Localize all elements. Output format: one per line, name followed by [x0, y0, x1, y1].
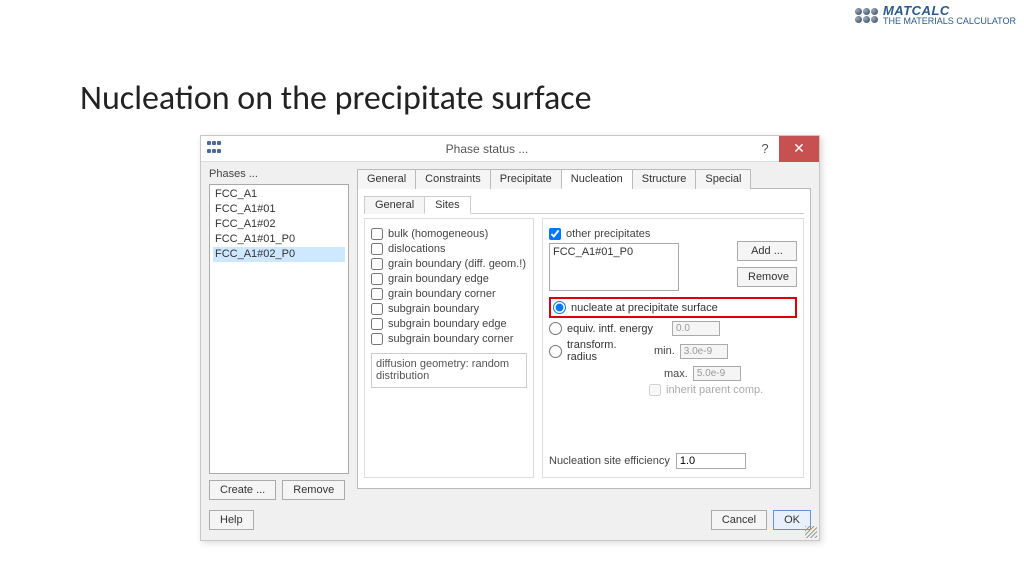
resize-grip-icon[interactable]	[805, 526, 817, 538]
phases-listbox[interactable]: FCC_A1 FCC_A1#01 FCC_A1#02 FCC_A1#01_P0 …	[209, 184, 349, 474]
list-item[interactable]: FCC_A1#01_P0	[213, 232, 345, 247]
titlebar[interactable]: Phase status ... ? ✕	[201, 136, 819, 162]
sub-tabs: General Sites	[364, 195, 804, 214]
close-icon[interactable]: ✕	[779, 136, 819, 162]
app-icon	[207, 141, 223, 157]
list-item[interactable]: FCC_A1#01	[213, 202, 345, 217]
chk-other-precipitates[interactable]: other precipitates	[549, 228, 797, 240]
chk-gb[interactable]: grain boundary (diff. geom.!)	[371, 258, 527, 270]
add-button[interactable]: Add ...	[737, 241, 797, 261]
logo-icon	[855, 7, 879, 23]
max-radius-input[interactable]	[693, 366, 741, 381]
sites-checklist: bulk (homogeneous) dislocations grain bo…	[364, 218, 534, 478]
radio-equiv-energy[interactable]: equiv. intf. energy	[549, 321, 797, 336]
efficiency-label: Nucleation site efficiency	[549, 455, 670, 467]
list-item[interactable]: FCC_A1#02	[213, 217, 345, 232]
chk-gb-edge[interactable]: grain boundary edge	[371, 273, 527, 285]
tab-special[interactable]: Special	[695, 169, 751, 189]
remove-button[interactable]: Remove	[282, 480, 345, 500]
other-precip-listbox[interactable]: FCC_A1#01_P0	[549, 243, 679, 291]
chk-dislocations[interactable]: dislocations	[371, 243, 527, 255]
subtab-general[interactable]: General	[364, 196, 425, 214]
tab-precipitate[interactable]: Precipitate	[490, 169, 562, 189]
cancel-button[interactable]: Cancel	[711, 510, 767, 530]
other-precipitates-group: other precipitates FCC_A1#01_P0 Add ... …	[542, 218, 804, 478]
chk-subgrain-edge[interactable]: subgrain boundary edge	[371, 318, 527, 330]
main-tabs: General Constraints Precipitate Nucleati…	[357, 168, 811, 189]
min-radius-input[interactable]	[680, 344, 728, 359]
phases-label: Phases ...	[209, 168, 349, 180]
chk-inherit-parent[interactable]: inherit parent comp.	[549, 384, 797, 396]
tab-general[interactable]: General	[357, 169, 416, 189]
tab-constraints[interactable]: Constraints	[415, 169, 491, 189]
subtab-sites[interactable]: Sites	[424, 196, 470, 214]
chk-subgrain[interactable]: subgrain boundary	[371, 303, 527, 315]
dialog-title: Phase status ...	[223, 142, 751, 156]
tab-structure[interactable]: Structure	[632, 169, 697, 189]
tab-nucleation[interactable]: Nucleation	[561, 169, 633, 189]
help-button[interactable]: Help	[209, 510, 254, 530]
help-icon[interactable]: ?	[751, 141, 779, 156]
list-item[interactable]: FCC_A1#02_P0	[213, 247, 345, 262]
chk-subgrain-corner[interactable]: subgrain boundary corner	[371, 333, 527, 345]
chk-bulk[interactable]: bulk (homogeneous)	[371, 228, 527, 240]
efficiency-input[interactable]	[676, 453, 746, 469]
equiv-energy-input[interactable]	[672, 321, 720, 336]
list-item[interactable]: FCC_A1	[213, 187, 345, 202]
logo-brand: MATCALC THE MATERIALS CALCULATOR	[855, 4, 1016, 26]
list-item[interactable]: FCC_A1#01_P0	[553, 246, 675, 258]
phase-status-dialog: Phase status ... ? ✕ Phases ... FCC_A1 F…	[200, 135, 820, 541]
radio-transform-radius[interactable]: transform. radius min.	[549, 339, 797, 363]
diffusion-geometry: diffusion geometry: random distribution	[371, 353, 527, 388]
logo-tagline: THE MATERIALS CALCULATOR	[883, 17, 1016, 26]
remove-precip-button[interactable]: Remove	[737, 267, 797, 287]
radio-nucleate-surface[interactable]: nucleate at precipitate surface	[549, 297, 797, 318]
slide-title: Nucleation on the precipitate surface	[80, 78, 592, 119]
chk-gb-corner[interactable]: grain boundary corner	[371, 288, 527, 300]
create-button[interactable]: Create ...	[209, 480, 276, 500]
